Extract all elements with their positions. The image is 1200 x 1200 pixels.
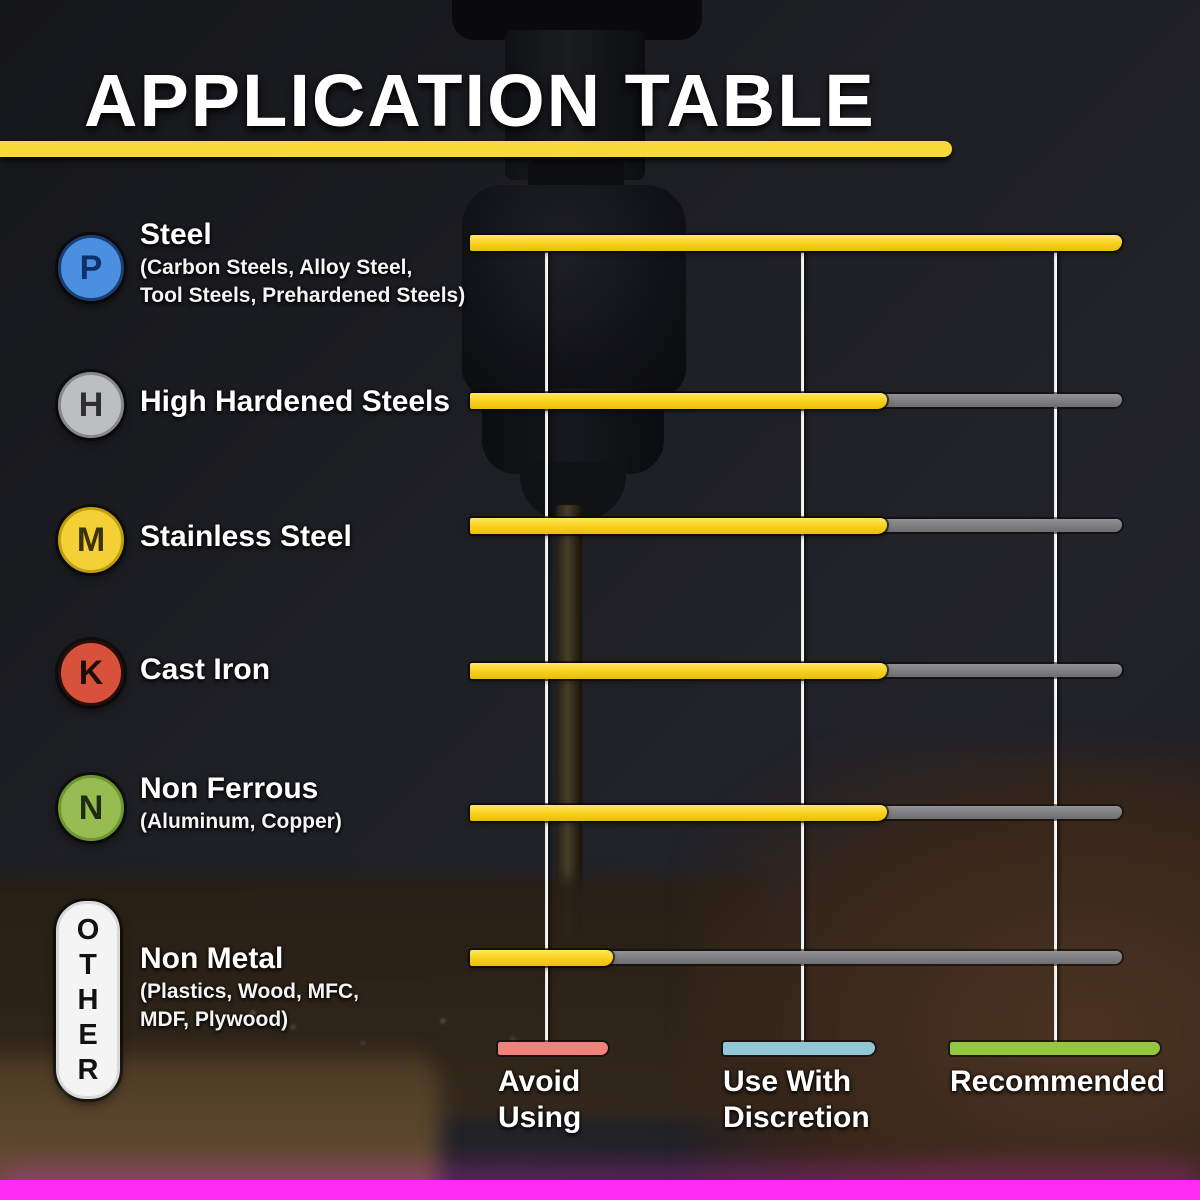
material-label-cast-iron: Cast Iron [140,653,271,686]
legend-item-avoid-using: Avoid Using [498,1042,608,1136]
legend-item-use-with-discretion: Use With Discretion [723,1042,875,1136]
bar-value [470,805,887,821]
bar-row-steel [470,235,1122,251]
metal-shavings-photo [250,1010,256,1016]
bar-row-non-ferrous [470,805,1122,821]
legend-swatch-avoid-using [498,1042,608,1055]
arm-background-photo [690,750,1200,1200]
badge-letters-stacked: O T H E R [76,913,100,1086]
bar-value [470,663,887,679]
badge-letter: P [79,248,103,287]
gridline-avoid-using [545,252,548,1042]
material-label-non-metal: Non Metal [140,942,284,975]
badge-letter: H [78,385,104,424]
gridline-recommended [1054,252,1057,1042]
material-badge-p: P [58,235,124,301]
legend-swatch-recommended [950,1042,1160,1055]
bar-row-cast-iron [470,663,1122,679]
material-sublabel-non-metal: (Plastics, Wood, MFC, MDF, Plywood) [140,980,359,1031]
bottom-accent-bar [0,1180,1200,1200]
material-badge-h: H [58,372,124,438]
badge-letter: N [78,788,104,827]
material-label-non-ferrous: Non Ferrous [140,772,319,805]
material-badge-n: N [58,775,124,841]
badge-letter: K [78,653,104,692]
legend-label-use-with-discretion: Use With Discretion [723,1065,870,1134]
bar-value [470,518,887,534]
badge-letter: M [76,520,106,559]
material-sublabel-steel: (Carbon Steels, Alloy Steel, Tool Steels… [140,256,466,307]
material-label-steel: Steel [140,218,212,251]
material-badge-k: K [58,640,124,706]
bar-row-stainless-steel [470,518,1122,534]
material-badge-other: O T H E R [56,901,120,1099]
legend-swatch-use-with-discretion [723,1042,875,1055]
material-label-stainless-steel: Stainless Steel [140,520,352,553]
drill-bit-photo [556,505,582,935]
legend-label-recommended: Recommended [950,1065,1166,1098]
title-underline [0,141,952,157]
gridline-use-with-discretion [801,252,804,1042]
material-badge-m: M [58,507,124,573]
bar-value [470,235,1122,251]
bar-row-high-hardened-steels [470,393,1122,409]
bar-remainder [470,951,1122,964]
page-title: APPLICATION TABLE [84,59,876,142]
bar-value [470,393,887,409]
bar-row-non-metal [470,950,1122,966]
material-label-high-hardened-steels: High Hardened Steels [140,385,451,418]
drill-chuck-photo [462,185,686,397]
material-sublabel-non-ferrous: (Aluminum, Copper) [140,810,342,833]
legend-item-recommended: Recommended [950,1042,1166,1100]
legend-label-avoid-using: Avoid Using [498,1065,582,1134]
bar-value [470,950,613,966]
